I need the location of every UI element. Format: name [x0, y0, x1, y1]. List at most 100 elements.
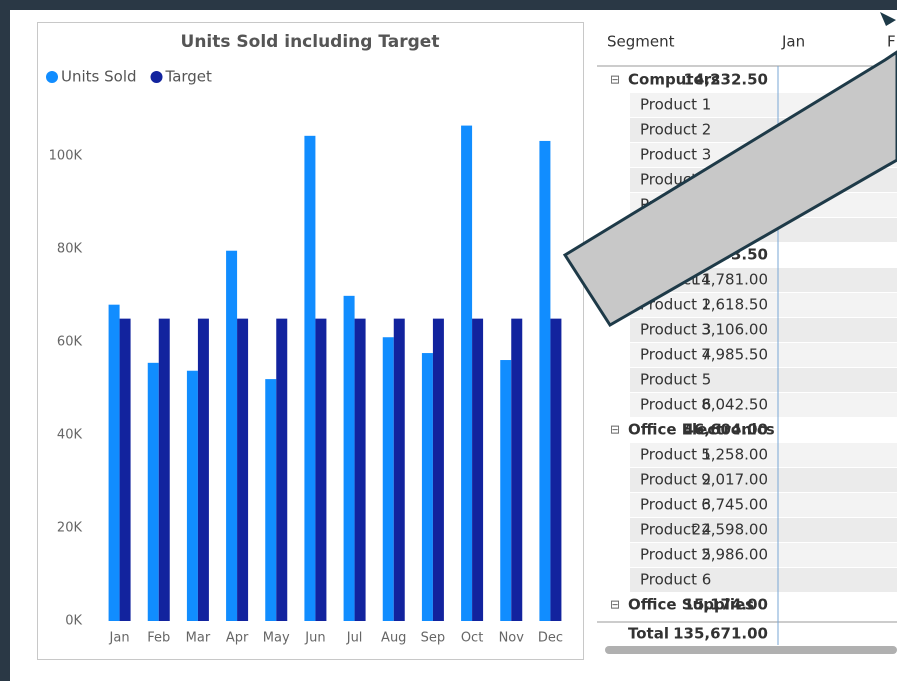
- y-tick-label: 20K: [57, 520, 83, 535]
- cell-value: 3,106.00: [701, 321, 768, 339]
- bar: [237, 318, 249, 621]
- row-band: [630, 568, 897, 592]
- segment-label: Computers: [628, 71, 720, 89]
- bar: [550, 318, 562, 621]
- cell-value: 46,604.00: [684, 421, 768, 439]
- expand-icon: ⊟: [610, 423, 620, 437]
- row-band: [630, 368, 897, 392]
- bar: [421, 353, 433, 621]
- bar: [119, 318, 131, 621]
- bar: [265, 379, 277, 621]
- row-band: [630, 518, 897, 542]
- bar: [343, 295, 355, 621]
- y-tick-label: 40K: [57, 427, 83, 442]
- cell-value: 14,232.50: [684, 71, 768, 89]
- x-tick-label: Jul: [346, 631, 363, 646]
- x-tick-label: Jan: [109, 631, 130, 646]
- legend-marker: [46, 71, 58, 83]
- bar: [354, 318, 366, 621]
- product-label: Product 6: [640, 396, 711, 414]
- bar: [158, 318, 170, 621]
- overlay-shape: [562, 50, 897, 328]
- cell-value: 135,671.00: [673, 625, 768, 643]
- row-band: [630, 293, 897, 317]
- segment-label: Office Supplies: [628, 596, 754, 614]
- cell-value: 22,598.00: [692, 521, 768, 539]
- bar: [539, 140, 551, 621]
- expand-icon: ⊟: [610, 73, 620, 87]
- bar: [393, 318, 405, 621]
- row-band: [630, 493, 897, 517]
- column-header: Segment: [607, 33, 675, 51]
- bar: [304, 135, 316, 621]
- row-band: [630, 393, 897, 417]
- product-label: Product 5: [640, 546, 711, 564]
- product-label: Product 5: [640, 371, 711, 389]
- product-label: Product 3: [640, 146, 711, 164]
- product-label: Product 2: [640, 296, 711, 314]
- row-band: [630, 443, 897, 467]
- cell-value: 8,042.50: [701, 396, 768, 414]
- y-tick-label: 60K: [57, 334, 83, 349]
- bar: [461, 125, 473, 621]
- segment-label: Total: [628, 625, 669, 643]
- x-tick-label: Oct: [461, 631, 483, 646]
- row-band: [630, 468, 897, 492]
- cell-value: 14,781.00: [692, 271, 768, 289]
- cell-value: 9,017.00: [701, 471, 768, 489]
- bar: [500, 360, 512, 621]
- row-band: [630, 318, 897, 342]
- bar: [197, 318, 209, 621]
- bar: [315, 318, 327, 621]
- product-label: Product 1: [640, 96, 711, 114]
- x-tick-label: Aug: [381, 631, 406, 646]
- bar: [382, 337, 394, 621]
- cell-value: 15,174.00: [684, 596, 768, 614]
- expand-icon: ⊟: [610, 598, 620, 612]
- scrollbar[interactable]: [605, 646, 897, 654]
- bar: [186, 370, 198, 621]
- legend-label: Units Sold: [61, 68, 137, 86]
- x-tick-label: Sep: [421, 631, 446, 646]
- product-label: Product 1: [640, 446, 711, 464]
- y-tick-label: 100K: [49, 148, 83, 163]
- product-label: Product 4: [640, 521, 711, 539]
- row-band: [630, 343, 897, 367]
- x-tick-label: Nov: [499, 631, 525, 646]
- cell-value: 7,985.50: [701, 346, 768, 364]
- cell-value: 6,745.00: [701, 496, 768, 514]
- x-tick-label: Apr: [226, 631, 249, 646]
- bar: [511, 318, 523, 621]
- product-label: Product 6: [640, 571, 711, 589]
- x-tick-label: Dec: [538, 631, 563, 646]
- row-band: [630, 543, 897, 567]
- product-label: Product 2: [640, 121, 711, 139]
- product-label: Product 3: [640, 496, 711, 514]
- bar: [276, 318, 288, 621]
- y-tick-label: 80K: [57, 241, 83, 256]
- x-tick-label: Jun: [304, 631, 325, 646]
- bar: [108, 304, 120, 621]
- product-label: Product 4: [640, 346, 711, 364]
- legend-label: Target: [165, 68, 213, 86]
- segment-label: Office Electronics: [628, 421, 775, 439]
- x-tick-label: Mar: [186, 631, 211, 646]
- bar: [147, 362, 159, 621]
- product-label: Product 2: [640, 471, 711, 489]
- chart: Units Sold Target 0K 20K 40K 60K 80K 100K Jan Feb…: [46, 68, 563, 646]
- cell-value: 2,986.00: [701, 546, 768, 564]
- bar: [432, 318, 444, 621]
- bar: [472, 318, 484, 621]
- product-label: Product 3: [640, 321, 711, 339]
- column-header: F: [887, 33, 896, 51]
- column-header: Jan: [781, 33, 805, 51]
- x-tick-label: Feb: [147, 631, 170, 646]
- cell-value: 1,618.50: [701, 296, 768, 314]
- x-tick-label: May: [263, 631, 290, 646]
- chart-title: Units Sold including Target: [181, 32, 440, 52]
- cell-value: 5,258.00: [701, 446, 768, 464]
- y-tick-label: 0K: [65, 614, 82, 629]
